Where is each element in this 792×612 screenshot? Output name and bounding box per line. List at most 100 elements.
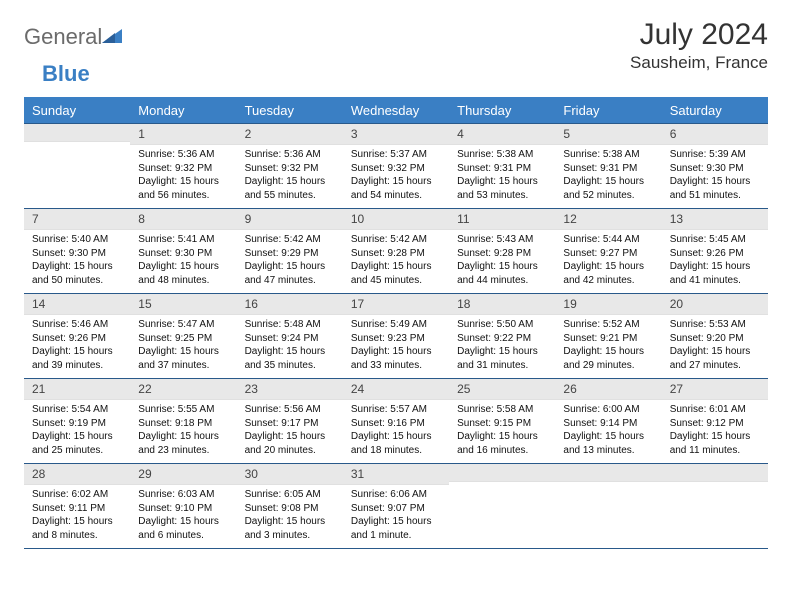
day-number: 5 <box>555 124 661 145</box>
sunrise-line: Sunrise: 5:39 AM <box>670 148 762 162</box>
month-title: July 2024 <box>630 18 768 51</box>
dayname: Thursday <box>449 97 555 123</box>
day-number: 31 <box>343 464 449 485</box>
day-cell: 9Sunrise: 5:42 AMSunset: 9:29 PMDaylight… <box>237 209 343 293</box>
day-cell: 12Sunrise: 5:44 AMSunset: 9:27 PMDayligh… <box>555 209 661 293</box>
daylight-line: Daylight: 15 hours and 47 minutes. <box>245 260 337 287</box>
sunrise-line: Sunrise: 6:00 AM <box>563 403 655 417</box>
day-cell: 25Sunrise: 5:58 AMSunset: 9:15 PMDayligh… <box>449 379 555 463</box>
day-number: 11 <box>449 209 555 230</box>
day-number: 4 <box>449 124 555 145</box>
day-number: 10 <box>343 209 449 230</box>
logo-word1: General <box>24 24 102 50</box>
day-info: Sunrise: 5:40 AMSunset: 9:30 PMDaylight:… <box>24 230 130 293</box>
daylight-line: Daylight: 15 hours and 23 minutes. <box>138 430 230 457</box>
day-info: Sunrise: 5:53 AMSunset: 9:20 PMDaylight:… <box>662 315 768 378</box>
dayname: Tuesday <box>237 97 343 123</box>
day-number: 19 <box>555 294 661 315</box>
day-info: Sunrise: 5:48 AMSunset: 9:24 PMDaylight:… <box>237 315 343 378</box>
logo: General <box>24 18 124 50</box>
daylight-line: Daylight: 15 hours and 3 minutes. <box>245 515 337 542</box>
day-info: Sunrise: 5:55 AMSunset: 9:18 PMDaylight:… <box>130 400 236 463</box>
day-number: 16 <box>237 294 343 315</box>
day-number: 1 <box>130 124 236 145</box>
day-cell: 7Sunrise: 5:40 AMSunset: 9:30 PMDaylight… <box>24 209 130 293</box>
sunset-line: Sunset: 9:12 PM <box>670 417 762 431</box>
day-cell: 30Sunrise: 6:05 AMSunset: 9:08 PMDayligh… <box>237 464 343 548</box>
daylight-line: Daylight: 15 hours and 29 minutes. <box>563 345 655 372</box>
day-info: Sunrise: 6:06 AMSunset: 9:07 PMDaylight:… <box>343 485 449 548</box>
sunset-line: Sunset: 9:26 PM <box>32 332 124 346</box>
sunset-line: Sunset: 9:08 PM <box>245 502 337 516</box>
day-cell: 6Sunrise: 5:39 AMSunset: 9:30 PMDaylight… <box>662 124 768 208</box>
calendar-page: General July 2024 Sausheim, France Blue … <box>0 0 792 567</box>
daylight-line: Daylight: 15 hours and 6 minutes. <box>138 515 230 542</box>
day-info: Sunrise: 5:36 AMSunset: 9:32 PMDaylight:… <box>237 145 343 208</box>
day-cell: 18Sunrise: 5:50 AMSunset: 9:22 PMDayligh… <box>449 294 555 378</box>
day-number: 13 <box>662 209 768 230</box>
day-info: Sunrise: 5:50 AMSunset: 9:22 PMDaylight:… <box>449 315 555 378</box>
day-number: 22 <box>130 379 236 400</box>
sunrise-line: Sunrise: 5:44 AM <box>563 233 655 247</box>
day-number: 9 <box>237 209 343 230</box>
daylight-line: Daylight: 15 hours and 50 minutes. <box>32 260 124 287</box>
daylight-line: Daylight: 15 hours and 41 minutes. <box>670 260 762 287</box>
day-number: 3 <box>343 124 449 145</box>
day-info: Sunrise: 5:47 AMSunset: 9:25 PMDaylight:… <box>130 315 236 378</box>
sunset-line: Sunset: 9:31 PM <box>457 162 549 176</box>
sunset-line: Sunset: 9:07 PM <box>351 502 443 516</box>
daylight-line: Daylight: 15 hours and 35 minutes. <box>245 345 337 372</box>
sunrise-line: Sunrise: 6:05 AM <box>245 488 337 502</box>
daylight-line: Daylight: 15 hours and 20 minutes. <box>245 430 337 457</box>
day-info: Sunrise: 5:38 AMSunset: 9:31 PMDaylight:… <box>449 145 555 208</box>
sunrise-line: Sunrise: 6:03 AM <box>138 488 230 502</box>
day-cell: 24Sunrise: 5:57 AMSunset: 9:16 PMDayligh… <box>343 379 449 463</box>
day-cell: 21Sunrise: 5:54 AMSunset: 9:19 PMDayligh… <box>24 379 130 463</box>
daylight-line: Daylight: 15 hours and 53 minutes. <box>457 175 549 202</box>
day-info: Sunrise: 5:49 AMSunset: 9:23 PMDaylight:… <box>343 315 449 378</box>
day-info: Sunrise: 5:42 AMSunset: 9:28 PMDaylight:… <box>343 230 449 293</box>
week-row: 21Sunrise: 5:54 AMSunset: 9:19 PMDayligh… <box>24 379 768 464</box>
sunrise-line: Sunrise: 5:41 AM <box>138 233 230 247</box>
day-info: Sunrise: 5:52 AMSunset: 9:21 PMDaylight:… <box>555 315 661 378</box>
daylight-line: Daylight: 15 hours and 13 minutes. <box>563 430 655 457</box>
day-info: Sunrise: 5:43 AMSunset: 9:28 PMDaylight:… <box>449 230 555 293</box>
dayname: Wednesday <box>343 97 449 123</box>
day-number: 30 <box>237 464 343 485</box>
day-number: 21 <box>24 379 130 400</box>
day-cell: 19Sunrise: 5:52 AMSunset: 9:21 PMDayligh… <box>555 294 661 378</box>
sunrise-line: Sunrise: 5:38 AM <box>563 148 655 162</box>
daylight-line: Daylight: 15 hours and 8 minutes. <box>32 515 124 542</box>
sunrise-line: Sunrise: 5:46 AM <box>32 318 124 332</box>
sunrise-line: Sunrise: 5:56 AM <box>245 403 337 417</box>
sunrise-line: Sunrise: 6:06 AM <box>351 488 443 502</box>
day-number: 2 <box>237 124 343 145</box>
daylight-line: Daylight: 15 hours and 11 minutes. <box>670 430 762 457</box>
day-number: 23 <box>237 379 343 400</box>
day-info <box>449 482 555 538</box>
sunset-line: Sunset: 9:27 PM <box>563 247 655 261</box>
sunset-line: Sunset: 9:31 PM <box>563 162 655 176</box>
sunset-line: Sunset: 9:28 PM <box>457 247 549 261</box>
day-info: Sunrise: 6:01 AMSunset: 9:12 PMDaylight:… <box>662 400 768 463</box>
sunrise-line: Sunrise: 5:47 AM <box>138 318 230 332</box>
day-number: 6 <box>662 124 768 145</box>
sunset-line: Sunset: 9:26 PM <box>670 247 762 261</box>
empty-cell <box>449 464 555 548</box>
sunrise-line: Sunrise: 5:38 AM <box>457 148 549 162</box>
day-info: Sunrise: 5:54 AMSunset: 9:19 PMDaylight:… <box>24 400 130 463</box>
day-info: Sunrise: 6:05 AMSunset: 9:08 PMDaylight:… <box>237 485 343 548</box>
day-info: Sunrise: 6:00 AMSunset: 9:14 PMDaylight:… <box>555 400 661 463</box>
day-cell: 4Sunrise: 5:38 AMSunset: 9:31 PMDaylight… <box>449 124 555 208</box>
sunset-line: Sunset: 9:23 PM <box>351 332 443 346</box>
day-cell: 26Sunrise: 6:00 AMSunset: 9:14 PMDayligh… <box>555 379 661 463</box>
day-cell: 13Sunrise: 5:45 AMSunset: 9:26 PMDayligh… <box>662 209 768 293</box>
sunset-line: Sunset: 9:11 PM <box>32 502 124 516</box>
sunrise-line: Sunrise: 5:52 AM <box>563 318 655 332</box>
daylight-line: Daylight: 15 hours and 54 minutes. <box>351 175 443 202</box>
sunset-line: Sunset: 9:17 PM <box>245 417 337 431</box>
daylight-line: Daylight: 15 hours and 31 minutes. <box>457 345 549 372</box>
day-info: Sunrise: 5:44 AMSunset: 9:27 PMDaylight:… <box>555 230 661 293</box>
day-cell: 29Sunrise: 6:03 AMSunset: 9:10 PMDayligh… <box>130 464 236 548</box>
sunset-line: Sunset: 9:30 PM <box>138 247 230 261</box>
